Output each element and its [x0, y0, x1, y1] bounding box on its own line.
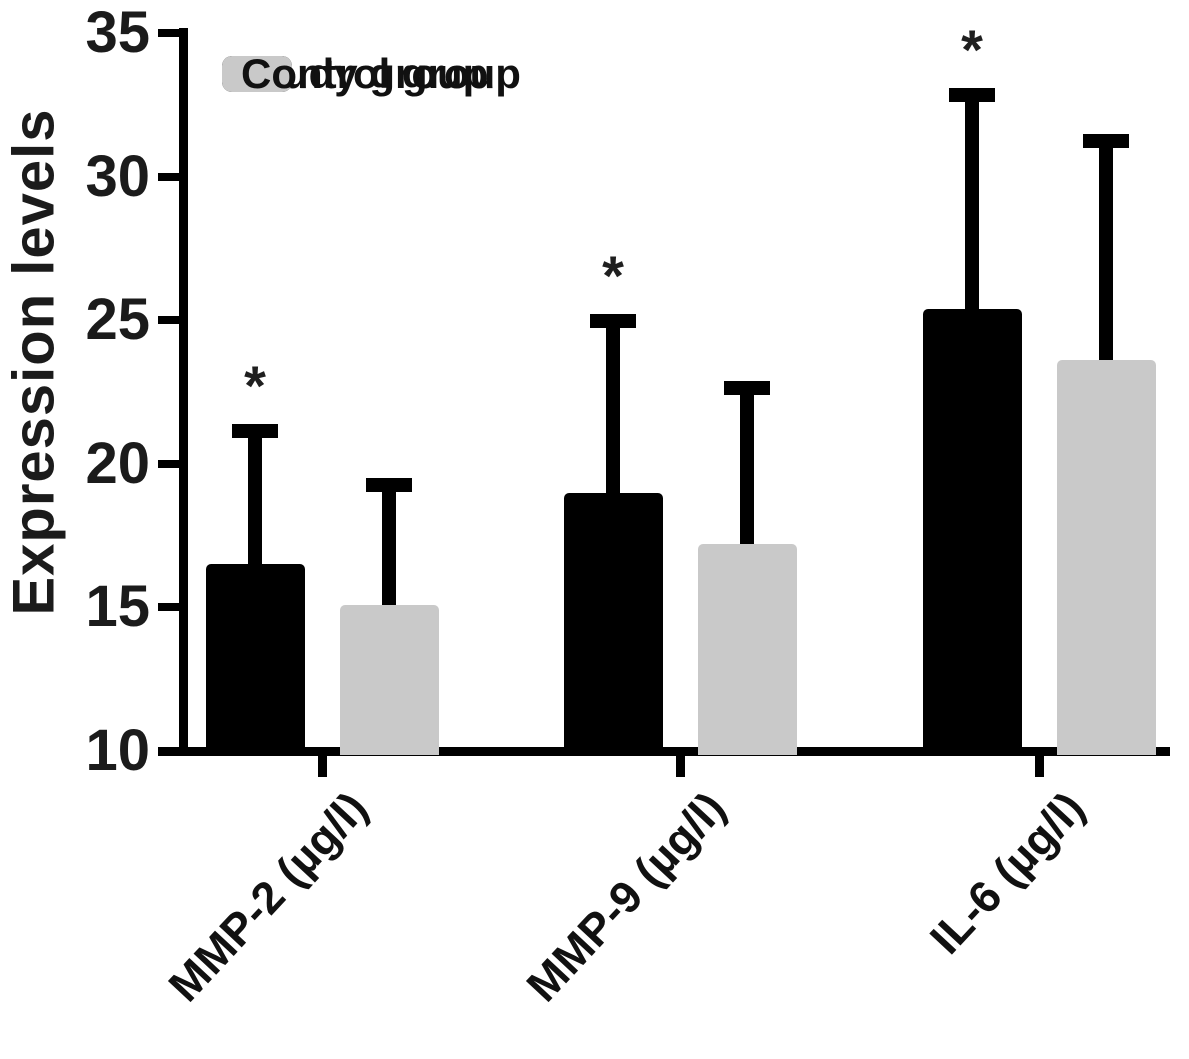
y-tick-label-10: 10 [85, 718, 150, 783]
y-tick-10 [158, 747, 179, 755]
x-category-label-0: MMP-2 (µg/l) [158, 782, 378, 1012]
x-category-label-1: MMP-9 (µg/l) [516, 782, 736, 1012]
y-tick-label-30: 30 [85, 143, 150, 209]
error-bar-line-control-0 [382, 478, 396, 615]
error-bar-cap-control-2 [1083, 133, 1129, 148]
y-tick-label-15: 15 [85, 574, 150, 640]
error-bar-line-study-2 [965, 87, 979, 319]
legend-swatch-control-group [222, 56, 292, 92]
significance-star-0: * [244, 353, 266, 417]
x-tick-2 [1034, 756, 1044, 777]
y-axis-line [179, 28, 188, 755]
bar-study-0 [205, 564, 305, 755]
error-bar-cap-control-0 [366, 478, 412, 493]
legend-label-control-group: Control group [241, 50, 521, 97]
y-tick-30 [158, 172, 179, 181]
error-bar-line-study-0 [248, 423, 262, 575]
error-bar-cap-control-1 [724, 380, 770, 395]
bar-control-1 [697, 544, 797, 755]
x-tick-1 [675, 756, 685, 777]
x-category-label-2: IL-6 (µg/l) [919, 782, 1095, 964]
y-tick-25 [158, 316, 179, 325]
error-bar-line-study-1 [606, 314, 620, 503]
y-tick-label-35: 35 [85, 0, 150, 65]
bar-study-1 [563, 492, 663, 755]
error-bar-cap-study-2 [949, 87, 995, 102]
y-tick-label-25: 25 [85, 287, 150, 353]
significance-star-2: * [961, 17, 983, 81]
y-tick-label-20: 20 [85, 430, 150, 496]
y-tick-35 [158, 29, 179, 37]
bar-study-2 [922, 308, 1022, 755]
y-tick-20 [158, 459, 179, 468]
bar-control-0 [339, 604, 439, 755]
bar-control-2 [1056, 360, 1156, 755]
error-bar-line-control-2 [1099, 133, 1113, 371]
error-bar-cap-study-1 [590, 314, 636, 329]
error-bar-line-control-1 [740, 380, 754, 555]
x-axis-line [158, 747, 1170, 756]
significance-star-1: * [602, 244, 624, 308]
error-bar-cap-study-0 [232, 423, 278, 438]
x-tick-0 [317, 756, 327, 777]
y-tick-15 [158, 603, 179, 612]
